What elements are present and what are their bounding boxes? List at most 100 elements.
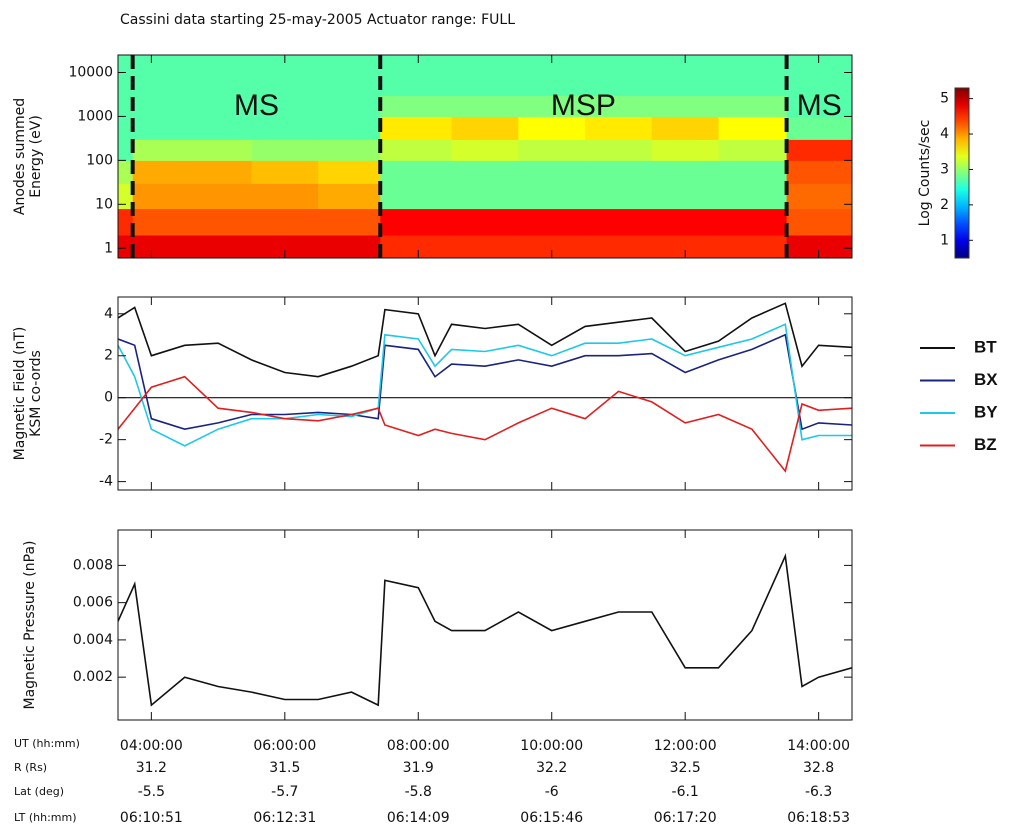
heat-cell	[585, 235, 653, 258]
y-tick-label: 0.004	[73, 632, 113, 648]
y-tick-label: -4	[99, 474, 113, 490]
y-tick-label: 0.006	[73, 595, 113, 611]
y-axis-label: Magnetic Field (nT)	[12, 327, 28, 461]
x-tick-label: 14:00:00	[787, 738, 850, 754]
legend-label: BX	[974, 370, 998, 389]
heat-cell	[585, 55, 653, 96]
heat-cell	[451, 139, 519, 161]
ephemeris-value: 31.2	[136, 760, 167, 776]
series-line	[118, 375, 852, 473]
heat-cell	[518, 235, 586, 258]
y-tick-label: 10000	[68, 64, 113, 80]
heat-cell	[718, 55, 788, 96]
heat-cell	[132, 208, 186, 236]
heat-cell	[786, 139, 852, 161]
heat-cell	[184, 95, 252, 117]
y-tick-label: 1000	[77, 108, 113, 124]
region-label: MS	[797, 89, 842, 122]
y-tick-label: 2	[104, 348, 113, 364]
heat-cell	[318, 116, 381, 140]
heat-cell	[184, 183, 252, 210]
heat-cell	[718, 95, 788, 117]
y-tick-label: 1	[104, 240, 113, 256]
heat-cell	[380, 208, 453, 236]
ephemeris-value: 06:12:31	[253, 810, 316, 826]
plot-frame	[117, 296, 853, 491]
y-tick-label: 0	[104, 390, 113, 406]
heat-cell	[118, 55, 134, 96]
y-tick-label: -2	[99, 432, 113, 448]
heat-cell	[380, 95, 453, 117]
heat-cell	[118, 183, 134, 210]
colorbar-label: Log Counts/sec	[917, 120, 933, 227]
title: Cassini data starting 25-may-2005 Actuat…	[120, 12, 515, 28]
ephemeris-value: 31.9	[403, 760, 434, 776]
ephemeris-value: 06:14:09	[387, 810, 450, 826]
ephemeris-value: -6.1	[672, 784, 699, 800]
heat-cell	[451, 95, 519, 117]
heat-cell	[451, 208, 519, 236]
ephemeris-label: R (Rs)	[14, 761, 47, 774]
heat-cell	[251, 139, 319, 161]
heat-cell	[318, 208, 381, 236]
y-tick-label: 0.002	[73, 669, 113, 685]
x-tick-label: 06:00:00	[253, 738, 316, 754]
heat-cell	[518, 208, 586, 236]
heat-cell	[518, 95, 586, 117]
legend-label: BT	[974, 337, 997, 356]
heat-cell	[318, 55, 381, 96]
heat-cell	[786, 208, 852, 236]
series-line	[118, 333, 852, 431]
heat-cell	[786, 95, 852, 117]
heat-cell	[132, 139, 186, 161]
x-tick-label: 04:00:00	[120, 738, 183, 754]
region-label: MSP	[551, 89, 616, 122]
heat-cell	[380, 139, 453, 161]
heat-cell	[651, 139, 720, 161]
ephemeris-value: 32.2	[536, 760, 567, 776]
y-tick-label: 4	[104, 306, 113, 322]
heat-cell	[585, 160, 653, 184]
heat-cell	[318, 183, 381, 210]
heat-cell	[251, 95, 319, 117]
plot-area	[118, 55, 852, 258]
colorbar	[954, 87, 970, 259]
ephemeris-value: -5.7	[271, 784, 298, 800]
ephemeris-value: -5.5	[138, 784, 165, 800]
heat-cell	[251, 116, 319, 140]
heat-cell	[451, 116, 519, 140]
legend-label: BY	[974, 402, 998, 421]
heat-cell	[718, 235, 788, 258]
heat-cell	[518, 139, 586, 161]
heat-cell	[585, 95, 653, 117]
heat-cell	[451, 235, 519, 258]
heat-cell	[651, 235, 720, 258]
heat-cell	[651, 183, 720, 210]
y-axis-label: KSM co-ords	[28, 350, 44, 437]
heat-cell	[184, 55, 252, 96]
heat-cell	[132, 235, 186, 258]
heat-cell	[251, 160, 319, 184]
ephemeris-value: 06:10:51	[120, 810, 183, 826]
heat-cell	[786, 183, 852, 210]
ephemeris-value: 06:15:46	[520, 810, 583, 826]
heat-cell	[132, 116, 186, 140]
colorbar-tick-label: 5	[940, 91, 949, 107]
heat-cell	[718, 160, 788, 184]
heat-cell	[380, 183, 453, 210]
heat-cell	[318, 95, 381, 117]
heat-cell	[451, 183, 519, 210]
heat-cell	[251, 208, 319, 236]
heat-cell	[380, 116, 453, 140]
heat-cell	[132, 183, 186, 210]
heat-cell	[451, 55, 519, 96]
region-label: MS	[234, 89, 279, 122]
heat-cell	[718, 139, 788, 161]
series-line	[118, 553, 852, 707]
heat-cell	[380, 160, 453, 184]
colorbar-tick-label: 2	[940, 197, 949, 213]
heat-cell	[380, 235, 453, 258]
heat-cell	[132, 160, 186, 184]
plot-area	[118, 302, 852, 473]
